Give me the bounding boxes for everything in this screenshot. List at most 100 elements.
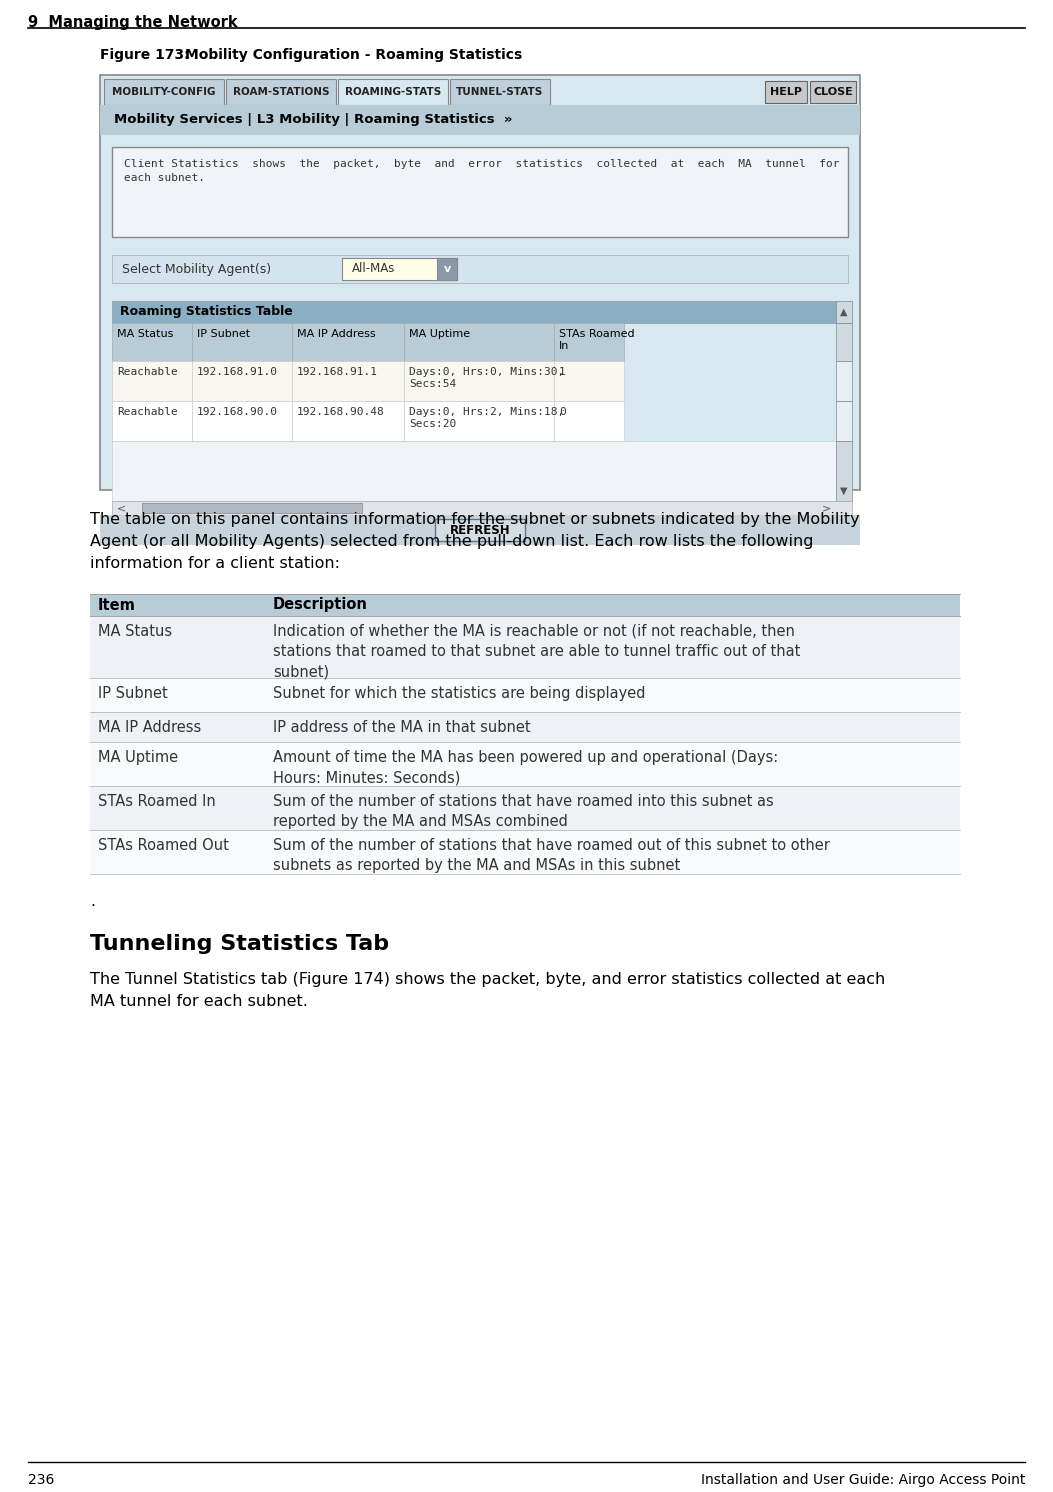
Bar	[836, 361, 852, 401]
Text: MA IP Address: MA IP Address	[98, 721, 201, 736]
Bar	[404, 322, 554, 361]
Text: ▼: ▼	[840, 486, 848, 495]
Text: Figure 173:: Figure 173:	[100, 48, 190, 63]
Text: <: <	[117, 503, 126, 513]
Bar	[90, 712, 960, 742]
Text: 236: 236	[28, 1473, 55, 1488]
Text: STAs Roamed Out: STAs Roamed Out	[98, 839, 229, 853]
Bar	[100, 75, 860, 489]
Bar	[112, 442, 836, 501]
Text: HELP: HELP	[770, 87, 802, 97]
Text: STAs Roamed In: STAs Roamed In	[98, 794, 216, 809]
Bar	[90, 742, 960, 786]
Text: Amount of time the MA has been powered up and operational (Days:
Hours: Minutes:: Amount of time the MA has been powered u…	[273, 750, 778, 785]
Text: Mobility Configuration - Roaming Statistics: Mobility Configuration - Roaming Statist…	[185, 48, 522, 63]
Text: TUNNEL-STATS: TUNNEL-STATS	[456, 87, 543, 97]
Text: MA Uptime: MA Uptime	[98, 750, 178, 765]
Text: Description: Description	[273, 597, 367, 613]
Text: REFRESH: REFRESH	[450, 524, 511, 537]
Bar	[338, 79, 448, 104]
Bar	[404, 361, 554, 401]
Bar	[292, 322, 404, 361]
Text: MOBILITY-CONFIG: MOBILITY-CONFIG	[113, 87, 216, 97]
Bar	[90, 677, 960, 712]
Bar	[192, 361, 292, 401]
Text: .: .	[90, 894, 95, 909]
Text: Days:0, Hrs:2, Mins:18,
Secs:20: Days:0, Hrs:2, Mins:18, Secs:20	[409, 407, 564, 428]
Text: ▲: ▲	[840, 307, 848, 316]
Text: 192.168.91.0: 192.168.91.0	[197, 367, 278, 377]
Bar	[192, 322, 292, 361]
Text: Days:0, Hrs:0, Mins:30,
Secs:54: Days:0, Hrs:0, Mins:30, Secs:54	[409, 367, 564, 388]
Bar	[90, 594, 960, 616]
Text: Client Statistics  shows  the  packet,  byte  and  error  statistics  collected : Client Statistics shows the packet, byte…	[124, 160, 839, 184]
Bar	[836, 322, 852, 361]
Text: IP Subnet: IP Subnet	[98, 686, 167, 701]
Bar	[450, 79, 550, 104]
Bar	[226, 79, 336, 104]
Text: MA Status: MA Status	[117, 330, 174, 339]
Bar	[836, 401, 852, 442]
Bar	[437, 258, 457, 280]
Text: 192.168.90.0: 192.168.90.0	[197, 407, 278, 416]
Text: IP Subnet: IP Subnet	[197, 330, 251, 339]
Text: Item: Item	[98, 597, 136, 613]
Text: All-MAs: All-MAs	[352, 263, 395, 276]
Text: 0: 0	[559, 407, 565, 416]
Bar	[112, 148, 848, 237]
Text: Subnet for which the statistics are being displayed: Subnet for which the statistics are bein…	[273, 686, 645, 701]
Bar	[112, 255, 848, 283]
Text: 1: 1	[559, 367, 565, 377]
Bar	[764, 81, 807, 103]
Text: STAs Roamed
In: STAs Roamed In	[559, 330, 635, 351]
Bar	[90, 786, 960, 830]
Text: 192.168.90.48: 192.168.90.48	[297, 407, 384, 416]
Text: 9  Managing the Network: 9 Managing the Network	[28, 15, 238, 30]
Bar	[90, 616, 960, 677]
Bar	[100, 515, 860, 545]
Bar	[342, 258, 457, 280]
Bar	[100, 104, 860, 134]
Text: MA Status: MA Status	[98, 624, 172, 639]
Bar	[90, 830, 960, 874]
Bar	[435, 519, 525, 542]
Bar	[836, 301, 852, 322]
Bar	[192, 401, 292, 442]
Text: Indication of whether the MA is reachable or not (if not reachable, then
station: Indication of whether the MA is reachabl…	[273, 624, 800, 680]
Bar	[112, 401, 192, 442]
Bar	[404, 401, 554, 442]
Bar	[554, 361, 624, 401]
Text: CLOSE: CLOSE	[813, 87, 853, 97]
Bar	[292, 361, 404, 401]
Bar	[112, 501, 852, 515]
Bar	[112, 322, 192, 361]
Text: ROAMING-STATS: ROAMING-STATS	[345, 87, 441, 97]
Text: 192.168.91.1: 192.168.91.1	[297, 367, 378, 377]
Bar	[810, 81, 856, 103]
Text: MA Uptime: MA Uptime	[409, 330, 470, 339]
Text: IP address of the MA in that subnet: IP address of the MA in that subnet	[273, 721, 531, 736]
Text: Reachable: Reachable	[117, 367, 178, 377]
Text: >: >	[821, 503, 831, 513]
Bar	[112, 301, 836, 322]
Text: Reachable: Reachable	[117, 407, 178, 416]
Text: The table on this panel contains information for the subnet or subnets indicated: The table on this panel contains informa…	[90, 512, 859, 571]
Text: Tunneling Statistics Tab: Tunneling Statistics Tab	[90, 934, 390, 953]
Bar	[112, 361, 192, 401]
Text: Sum of the number of stations that have roamed out of this subnet to other
subne: Sum of the number of stations that have …	[273, 839, 830, 873]
Text: Select Mobility Agent(s): Select Mobility Agent(s)	[122, 263, 271, 276]
Text: Roaming Statistics Table: Roaming Statistics Table	[120, 306, 293, 318]
Bar	[292, 401, 404, 442]
Text: MA IP Address: MA IP Address	[297, 330, 376, 339]
Bar	[836, 442, 852, 501]
Text: Mobility Services | L3 Mobility | Roaming Statistics  »: Mobility Services | L3 Mobility | Roamin…	[114, 113, 513, 127]
Bar	[104, 79, 224, 104]
Text: Sum of the number of stations that have roamed into this subnet as
reported by t: Sum of the number of stations that have …	[273, 794, 774, 830]
Bar	[554, 322, 624, 361]
Text: The Tunnel Statistics tab (Figure 174) shows the packet, byte, and error statist: The Tunnel Statistics tab (Figure 174) s…	[90, 971, 886, 1009]
Text: ROAM-STATIONS: ROAM-STATIONS	[233, 87, 330, 97]
Bar	[142, 503, 362, 513]
Text: v: v	[443, 264, 451, 275]
Bar	[554, 401, 624, 442]
Text: Installation and User Guide: Airgo Access Point: Installation and User Guide: Airgo Acces…	[700, 1473, 1025, 1488]
